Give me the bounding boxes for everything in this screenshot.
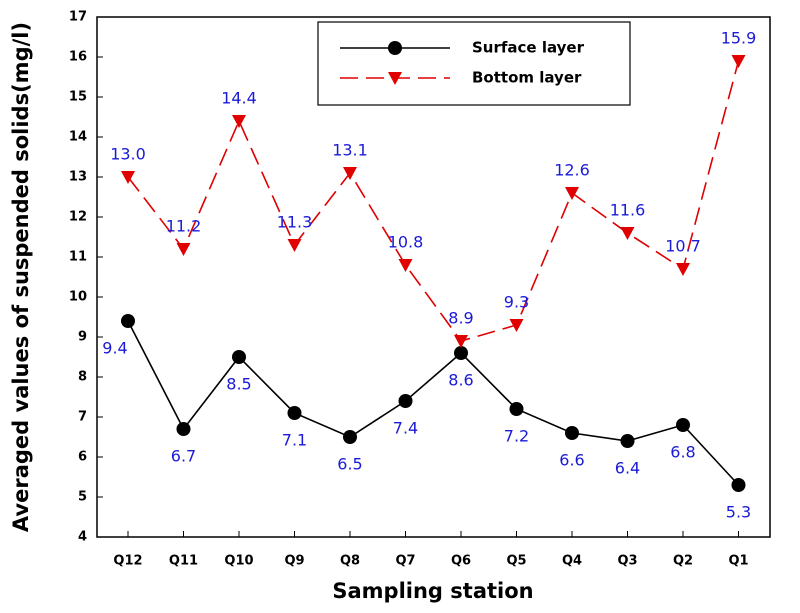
value-label: 9.4 xyxy=(102,339,127,358)
value-label: 11.2 xyxy=(166,217,202,236)
x-tick-label: Q8 xyxy=(340,554,360,569)
x-axis-title: Sampling station xyxy=(332,579,533,603)
series-line xyxy=(127,320,740,486)
data-point xyxy=(509,402,524,416)
value-label: 8.9 xyxy=(448,309,473,328)
y-tick-label: 4 xyxy=(78,530,87,545)
data-point xyxy=(398,394,413,408)
x-tick-label: Q2 xyxy=(673,554,693,569)
data-point xyxy=(232,350,246,364)
y-tick-label: 17 xyxy=(69,10,87,25)
data-point xyxy=(121,314,135,328)
data-point xyxy=(676,418,690,432)
data-point xyxy=(565,426,579,440)
data-point xyxy=(731,478,746,492)
value-label: 7.2 xyxy=(504,427,529,446)
value-label: 12.6 xyxy=(554,161,590,180)
x-tick-label: Q1 xyxy=(728,554,748,569)
value-label: 10.8 xyxy=(388,233,424,252)
data-point xyxy=(343,430,357,444)
y-tick-label: 15 xyxy=(69,90,87,105)
value-label: 7.4 xyxy=(393,419,418,438)
value-label: 8.5 xyxy=(226,375,251,394)
y-tick-label: 12 xyxy=(69,210,87,225)
y-tick-label: 8 xyxy=(78,370,87,385)
x-tick-label: Q4 xyxy=(562,554,582,569)
legend xyxy=(317,21,631,106)
data-point xyxy=(454,335,468,348)
value-label: 9.3 xyxy=(504,293,529,312)
data-point xyxy=(509,319,524,332)
x-tick-label: Q7 xyxy=(395,554,415,569)
y-tick-label: 10 xyxy=(69,290,87,305)
legend-marker xyxy=(388,41,402,55)
data-point xyxy=(121,171,135,184)
value-label: 14.4 xyxy=(221,89,257,108)
data-point xyxy=(398,259,413,272)
data-point xyxy=(232,115,246,128)
x-tick-label: Q11 xyxy=(169,554,198,569)
data-point xyxy=(176,422,191,436)
y-tick-label: 9 xyxy=(78,330,87,345)
value-label: 5.3 xyxy=(726,503,751,522)
legend-marker xyxy=(388,72,402,85)
data-point xyxy=(454,346,468,360)
value-label: 11.3 xyxy=(277,213,313,232)
data-point xyxy=(287,239,302,252)
data-point xyxy=(343,167,357,180)
x-tick-label: Q12 xyxy=(113,554,142,569)
value-label: 6.8 xyxy=(670,443,695,462)
x-tick-label: Q3 xyxy=(617,554,637,569)
value-label: 8.6 xyxy=(448,371,473,390)
data-point xyxy=(287,406,302,420)
value-label: 13.0 xyxy=(110,145,146,164)
y-tick-label: 5 xyxy=(78,490,87,505)
y-tick-label: 14 xyxy=(69,130,87,145)
value-label: 6.4 xyxy=(615,459,640,478)
y-tick-label: 13 xyxy=(69,170,87,185)
x-tick-label: Q5 xyxy=(506,554,526,569)
data-point xyxy=(731,55,746,68)
y-tick-label: 16 xyxy=(69,50,87,65)
y-axis-title: Averaged values of suspended solids(mg/l… xyxy=(9,22,33,532)
value-label: 7.1 xyxy=(282,431,307,450)
x-tick-label: Q9 xyxy=(284,554,304,569)
data-point xyxy=(676,263,690,276)
plot-frame xyxy=(96,16,771,538)
value-label: 11.6 xyxy=(610,201,646,220)
value-label: 6.6 xyxy=(559,451,584,470)
value-label: 10.7 xyxy=(665,237,701,256)
y-tick-label: 6 xyxy=(78,450,87,465)
legend-label: Surface layer xyxy=(472,39,585,57)
value-label: 15.9 xyxy=(721,29,757,48)
x-tick-label: Q10 xyxy=(224,554,253,569)
y-tick-label: 7 xyxy=(78,410,87,425)
series-line xyxy=(127,60,740,342)
legend-label: Bottom layer xyxy=(472,69,582,87)
data-point xyxy=(176,243,191,256)
value-label: 6.5 xyxy=(337,455,362,474)
data-point xyxy=(565,187,579,200)
value-label: 13.1 xyxy=(332,141,368,160)
y-tick-label: 11 xyxy=(69,250,87,265)
x-tick-label: Q6 xyxy=(451,554,471,569)
data-point xyxy=(620,227,635,240)
data-point xyxy=(620,434,635,448)
value-label: 6.7 xyxy=(171,447,196,466)
